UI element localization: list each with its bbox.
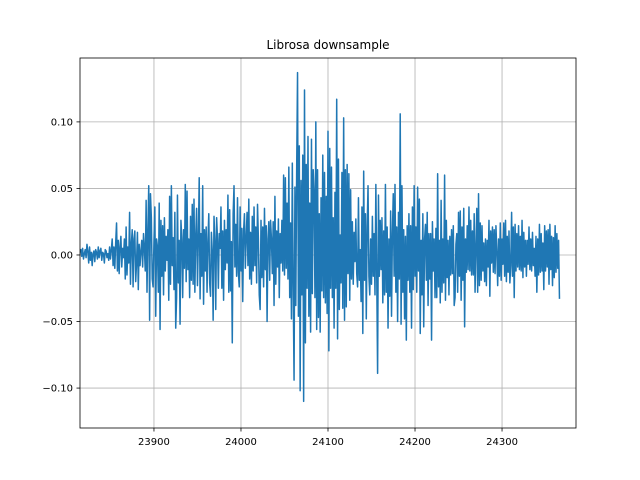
chart-title: Librosa downsample (266, 38, 389, 52)
y-tick-label: 0.00 (51, 250, 73, 261)
x-tick-label: 23900 (138, 437, 170, 448)
y-tick-label: 0.10 (51, 117, 73, 128)
y-tick-label: 0.05 (51, 184, 73, 195)
x-tick-label: 24200 (399, 437, 431, 448)
series-layer (80, 71, 561, 403)
y-tick-label: −0.10 (42, 384, 73, 395)
x-tick-label: 24000 (225, 437, 257, 448)
series-line (80, 71, 561, 403)
x-tick-label: 24300 (486, 437, 518, 448)
ticks: 23900 24000 24100 24200 24300 0.10 0.05 0.00 −0.… (42, 117, 518, 448)
x-tick-label: 24100 (312, 437, 344, 448)
y-tick-label: −0.05 (42, 317, 73, 328)
